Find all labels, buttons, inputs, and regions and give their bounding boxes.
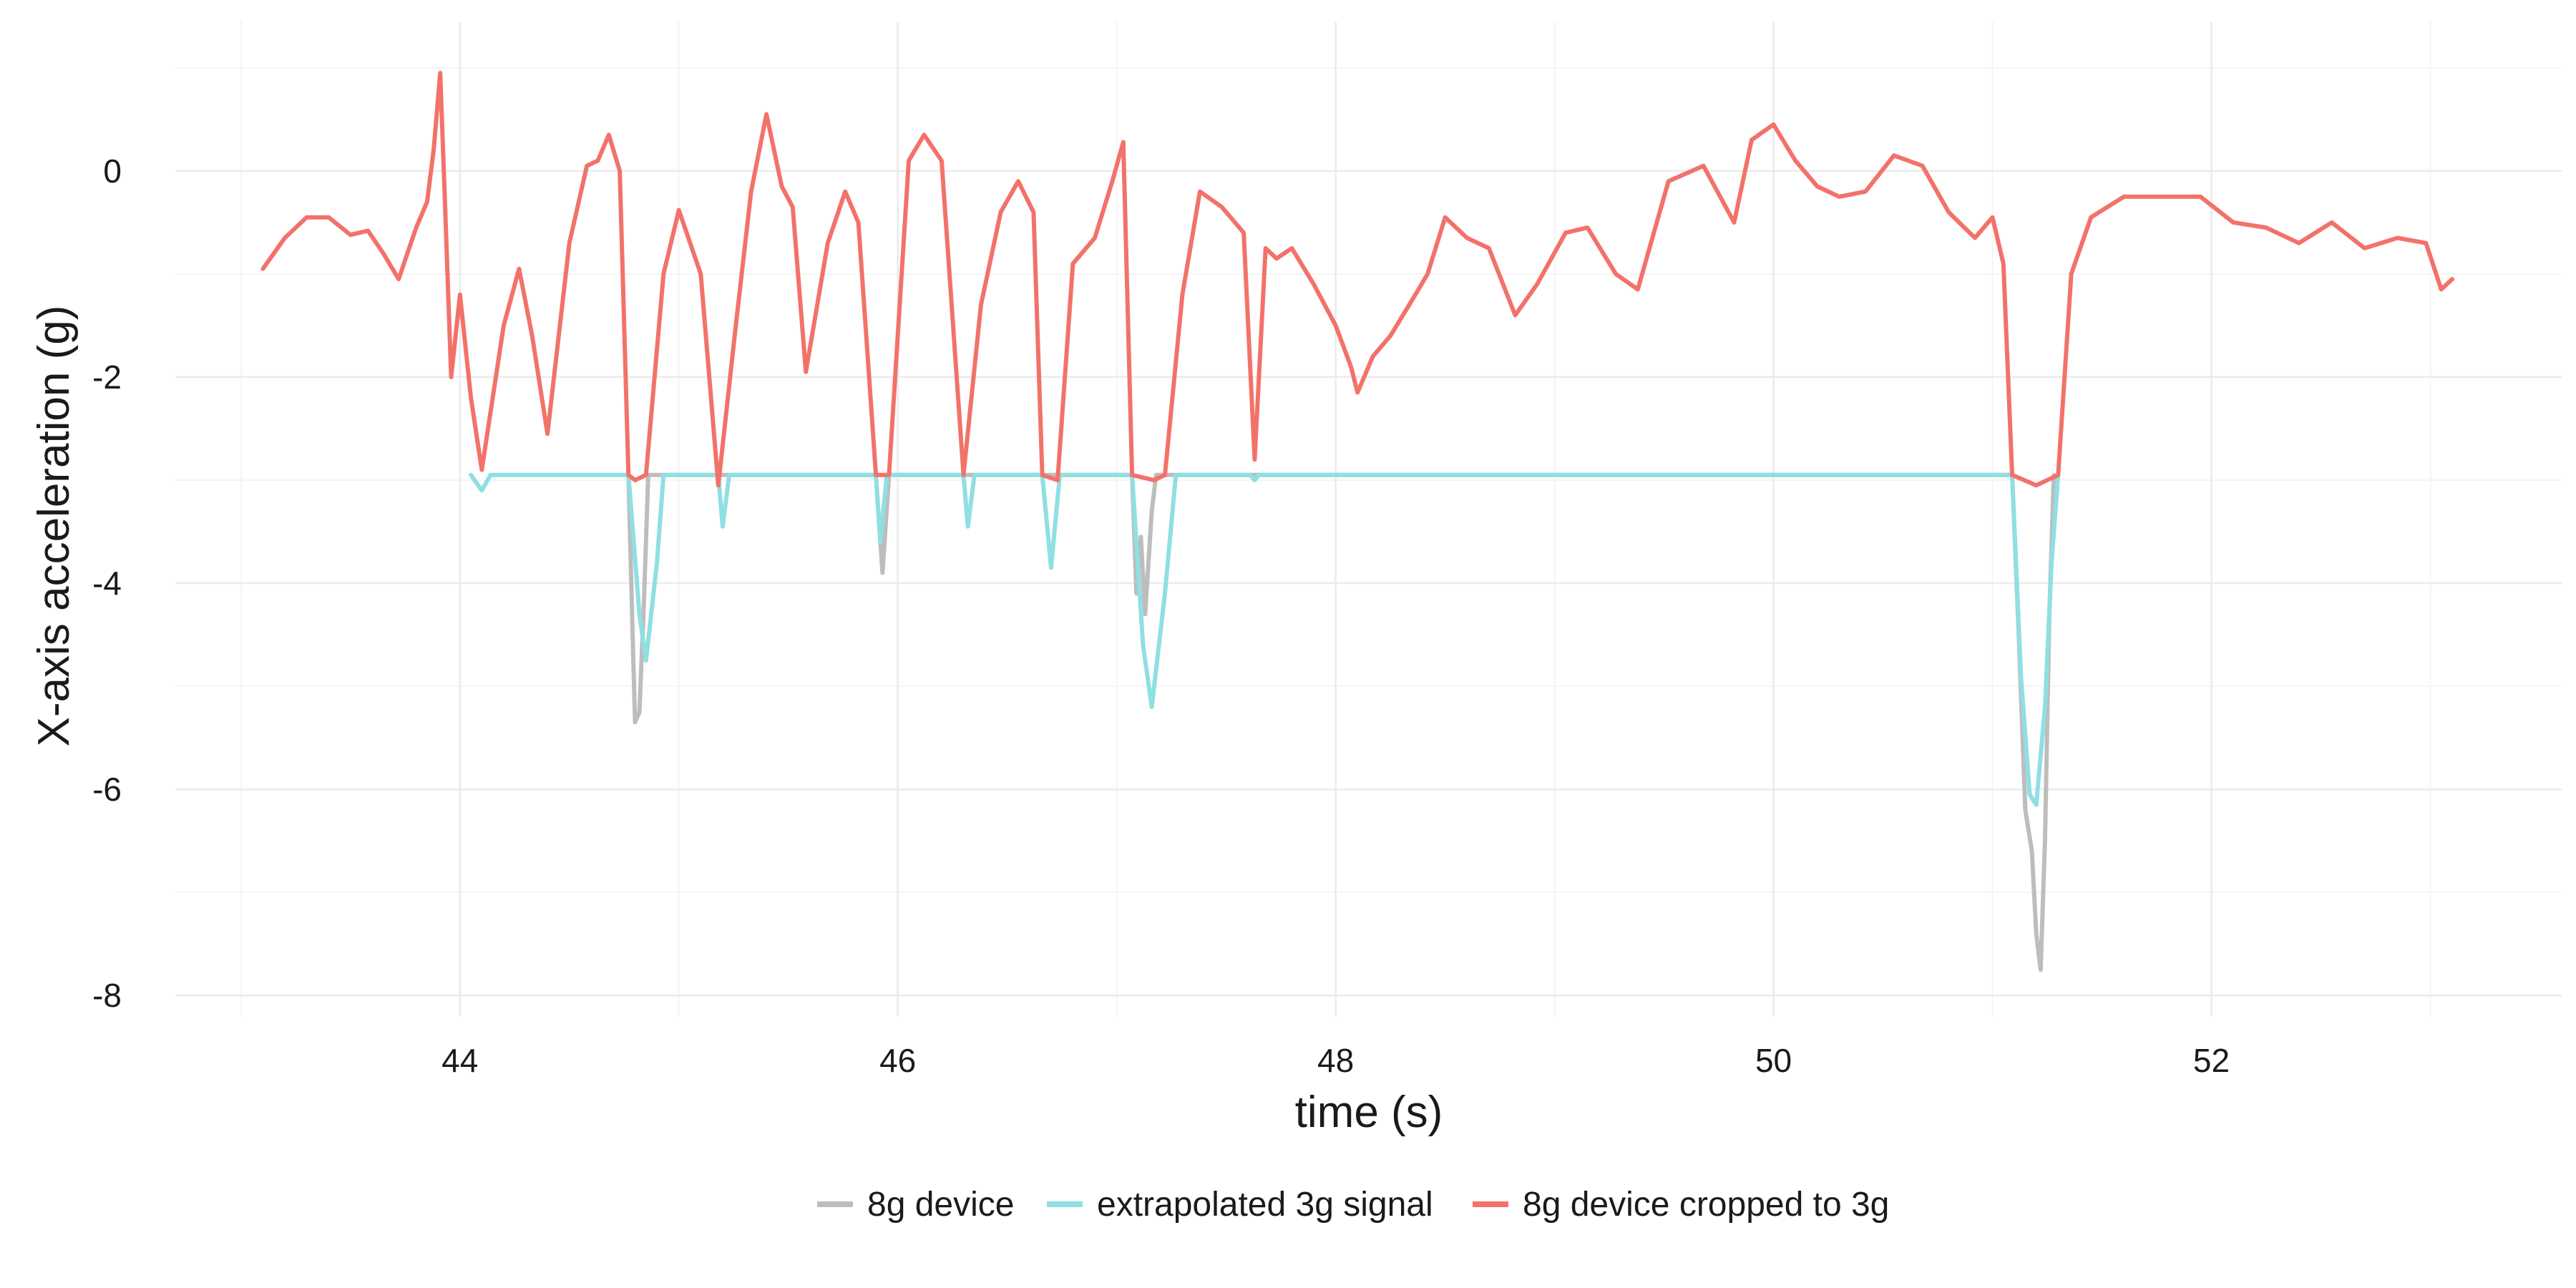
y-axis-title: X-axis acceleration (g) — [29, 306, 79, 747]
series-line-2 — [469, 472, 2061, 807]
legend: 8g device extrapolated 3g signal 8g device… — [817, 1186, 1889, 1224]
x-tick-labels: 44 46 48 50 52 — [441, 1042, 2230, 1079]
series-lines — [260, 71, 2454, 972]
x-tick-label: 46 — [879, 1042, 916, 1079]
legend-label-1: 8g device — [867, 1186, 1014, 1224]
y-tick-label: -6 — [92, 771, 122, 808]
series-line-1 — [626, 472, 2057, 972]
y-tick-label: -2 — [92, 358, 122, 396]
x-tick-label: 48 — [1317, 1042, 1354, 1079]
y-tick-label: -8 — [92, 977, 122, 1014]
y-tick-label: 0 — [103, 152, 122, 190]
y-tick-labels: -8 -6 -4 -2 0 — [92, 152, 122, 1014]
grid-lines — [175, 21, 2562, 1016]
x-tick-label: 52 — [2193, 1042, 2230, 1079]
x-tick-label: 50 — [1755, 1042, 1792, 1079]
x-tick-label: 44 — [441, 1042, 478, 1079]
legend-label-3: 8g device cropped to 3g — [1523, 1186, 1889, 1224]
y-tick-label: -4 — [92, 565, 122, 602]
x-axis-title: time (s) — [1295, 1088, 1443, 1137]
legend-label-2: extrapolated 3g signal — [1097, 1186, 1433, 1224]
series-line-3 — [260, 71, 2454, 488]
